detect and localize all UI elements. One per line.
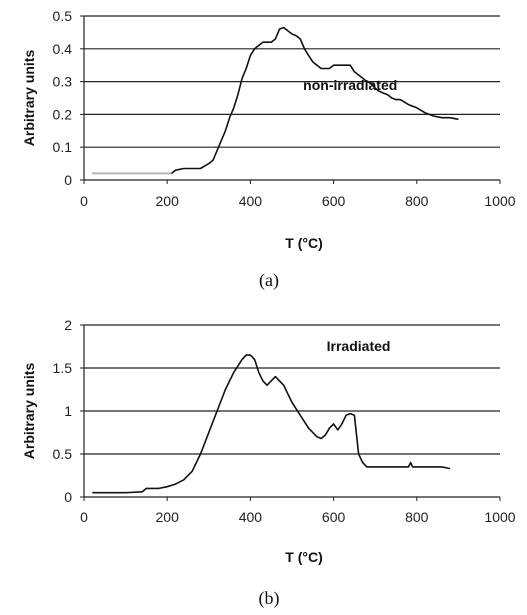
x-tick-label: 1000 xyxy=(484,193,515,209)
y-tick-label: 0 xyxy=(64,172,72,188)
panel-b: 0 0.5 1 1.5 2 0 200 400 600 800 1000 T (°C) Arbitrar… xyxy=(21,317,516,609)
y-tick-label: 0.3 xyxy=(53,74,73,90)
y-tick-label: 0.4 xyxy=(53,41,73,57)
series-annotation: non-irradiated xyxy=(303,77,397,93)
x-tick-label: 400 xyxy=(239,193,263,209)
x-tick-label: 800 xyxy=(405,509,429,525)
x-tick-label: 0 xyxy=(80,509,88,525)
x-axis-title: T (°C) xyxy=(285,549,322,565)
y-tick-label: 1 xyxy=(64,403,72,419)
y-axis-title: Arbitrary units xyxy=(21,50,37,147)
y-tick-label: 0.1 xyxy=(53,139,73,155)
x-axis-title: T (°C) xyxy=(285,235,322,251)
y-tick-label: 1.5 xyxy=(53,360,73,376)
x-tick-label: 1000 xyxy=(484,509,515,525)
series-annotation: Irradiated xyxy=(327,338,391,354)
series-line xyxy=(92,26,459,175)
x-tick-label: 200 xyxy=(156,509,180,525)
y-axis-title: Arbitrary units xyxy=(21,363,37,460)
panel-caption: (a) xyxy=(259,270,279,291)
x-tick-label: 600 xyxy=(322,509,346,525)
x-tick-label: 600 xyxy=(322,193,346,209)
y-tick-label: 2 xyxy=(64,317,72,333)
x-tick-label: 400 xyxy=(239,509,263,525)
y-tick-label: 0.2 xyxy=(53,106,73,122)
panel-caption: (b) xyxy=(259,588,280,609)
y-tick-label: 0.5 xyxy=(53,446,73,462)
x-tick-label: 0 xyxy=(80,193,88,209)
x-tick-label: 200 xyxy=(156,193,180,209)
y-tick-label: 0.5 xyxy=(53,8,73,24)
panel-a: 0 0.1 0.2 0.3 0.4 0.5 0 200 400 600 800 1000 T (°C) A… xyxy=(21,8,516,291)
x-tick-label: 800 xyxy=(405,193,429,209)
series-line xyxy=(92,354,451,494)
y-tick-label: 0 xyxy=(64,489,72,505)
